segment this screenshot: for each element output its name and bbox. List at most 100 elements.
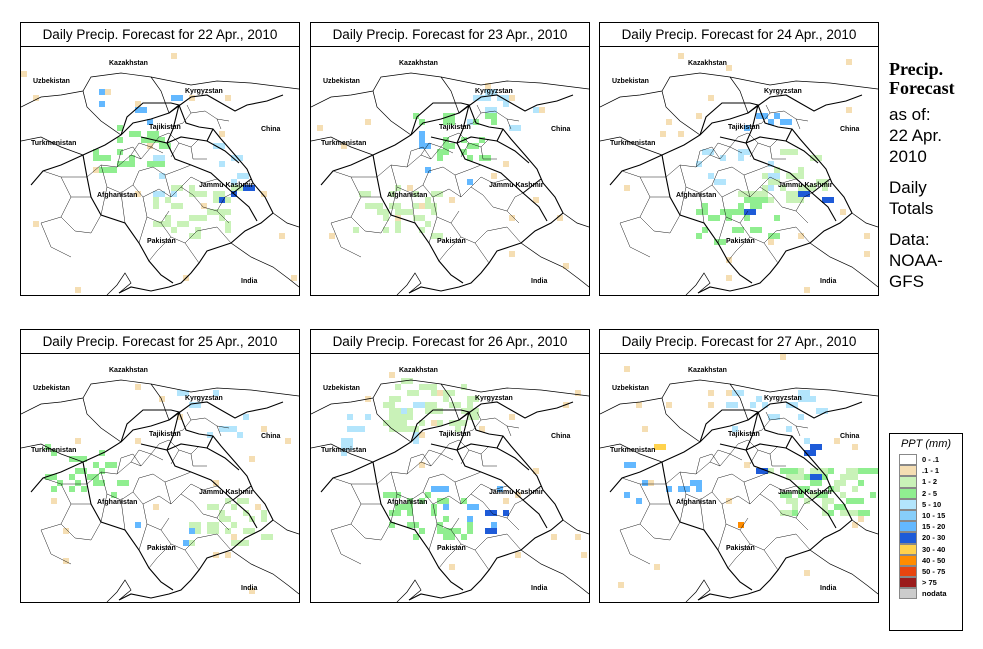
- precip-cell: [425, 197, 431, 203]
- precip-cell: [111, 492, 117, 498]
- precip-cell: [153, 137, 165, 143]
- precip-cell: [497, 486, 503, 492]
- map-label-kazakhstan: Kazakhstan: [399, 60, 438, 67]
- precip-cell: [207, 522, 219, 528]
- legend-item: 20 - 30: [890, 532, 962, 544]
- precip-cell: [425, 203, 437, 209]
- precip-cell: [738, 227, 744, 233]
- precip-cell: [726, 390, 732, 396]
- precip-cell: [419, 119, 425, 125]
- precip-cell: [720, 209, 726, 215]
- precip-cell: [401, 209, 407, 215]
- precip-cell: [93, 149, 99, 155]
- precip-cell: [834, 480, 846, 486]
- precip-cell: [437, 498, 449, 504]
- precip-cell: [401, 408, 407, 414]
- precip-cell: [666, 486, 672, 492]
- precip-cell: [153, 504, 159, 510]
- precip-cell: [249, 588, 255, 594]
- precip-cells: [618, 354, 878, 588]
- forecast-panel-23-apr: Daily Precip. Forecast for 23 Apr., 2010: [310, 22, 590, 296]
- as-of-label: as of:: [889, 105, 931, 124]
- precip-cell: [195, 227, 201, 233]
- precip-cell: [696, 113, 702, 119]
- precip-cell: [69, 456, 75, 462]
- precip-cell: [768, 197, 774, 203]
- precip-cell: [473, 408, 479, 414]
- precip-cell: [726, 65, 732, 71]
- precip-cell: [419, 420, 425, 426]
- precip-cell: [437, 155, 443, 161]
- precip-cell: [798, 486, 810, 492]
- precip-cell: [225, 528, 231, 534]
- precip-cell: [425, 492, 431, 498]
- panel-title: Daily Precip. Forecast for 22 Apr., 2010: [21, 23, 299, 47]
- precip-cell: [413, 534, 419, 540]
- precip-cell: [455, 426, 461, 432]
- precip-cell: [816, 492, 828, 498]
- precip-cell: [341, 143, 347, 149]
- precip-cell: [105, 89, 111, 95]
- precip-cell: [720, 155, 726, 161]
- precip-cell: [383, 227, 389, 233]
- precip-cell: [401, 414, 413, 420]
- precip-cell: [171, 95, 183, 101]
- map-label-kyrgyzstan: Kyrgyzstan: [475, 395, 513, 402]
- precip-cell: [449, 402, 461, 408]
- precip-cell: [750, 203, 762, 209]
- precip-cell: [219, 209, 231, 215]
- legend-label: > 75: [922, 578, 937, 588]
- precip-cell: [714, 239, 726, 245]
- precip-cell: [63, 528, 69, 534]
- map-label-afghanistan: Afghanistan: [387, 192, 427, 199]
- precip-cell: [413, 438, 419, 444]
- precip-cell: [690, 480, 702, 486]
- precip-cell: [99, 101, 105, 107]
- precip-cell: [846, 59, 852, 65]
- map-label-turkmenistan: Turkmenistan: [610, 140, 655, 147]
- precip-cell: [437, 149, 449, 155]
- precip-cell: [389, 414, 401, 420]
- precip-cell: [702, 203, 708, 209]
- precip-cell: [738, 522, 744, 528]
- precip-cell: [413, 113, 419, 119]
- precip-cell: [329, 233, 335, 239]
- precip-cell: [413, 426, 419, 432]
- precip-cell: [63, 558, 69, 564]
- precip-cell: [756, 396, 762, 402]
- precip-cell: [750, 402, 756, 408]
- precip-cell: [437, 420, 443, 426]
- precip-cell: [347, 444, 353, 450]
- precip-cell: [467, 179, 473, 185]
- precip-cell: [816, 179, 828, 185]
- precip-cell: [431, 402, 437, 408]
- map-label-india: India: [820, 278, 836, 285]
- legend-item: 40 - 50: [890, 554, 962, 566]
- precip-cell: [135, 191, 141, 197]
- legend-item: .1 - 1: [890, 465, 962, 477]
- precip-cell: [443, 516, 449, 522]
- precip-cell: [51, 486, 57, 492]
- map-label-india: India: [531, 278, 547, 285]
- precip-map: Kazakhstan Uzbekistan Kyrgyzstan Tajikistan…: [21, 47, 299, 295]
- legend-item: 30 - 40: [890, 543, 962, 555]
- precip-cell: [431, 209, 437, 215]
- map-label-uzbekistan: Uzbekistan: [33, 78, 70, 85]
- precip-cell: [231, 540, 237, 546]
- precip-cell: [407, 498, 413, 504]
- precip-cell: [804, 570, 810, 576]
- precip-cell: [135, 384, 141, 390]
- precip-cell: [798, 197, 804, 203]
- precip-cell: [756, 191, 768, 197]
- precip-cell: [219, 516, 231, 522]
- precip-cell: [81, 486, 87, 492]
- precip-cell: [261, 510, 267, 516]
- precip-cell: [780, 185, 786, 191]
- precip-cell: [539, 107, 545, 113]
- info-title-line2: Forecast: [889, 78, 955, 98]
- precip-cell: [810, 444, 816, 450]
- precip-cell: [485, 510, 497, 516]
- precip-cell: [467, 504, 479, 510]
- map-label-india: India: [531, 585, 547, 592]
